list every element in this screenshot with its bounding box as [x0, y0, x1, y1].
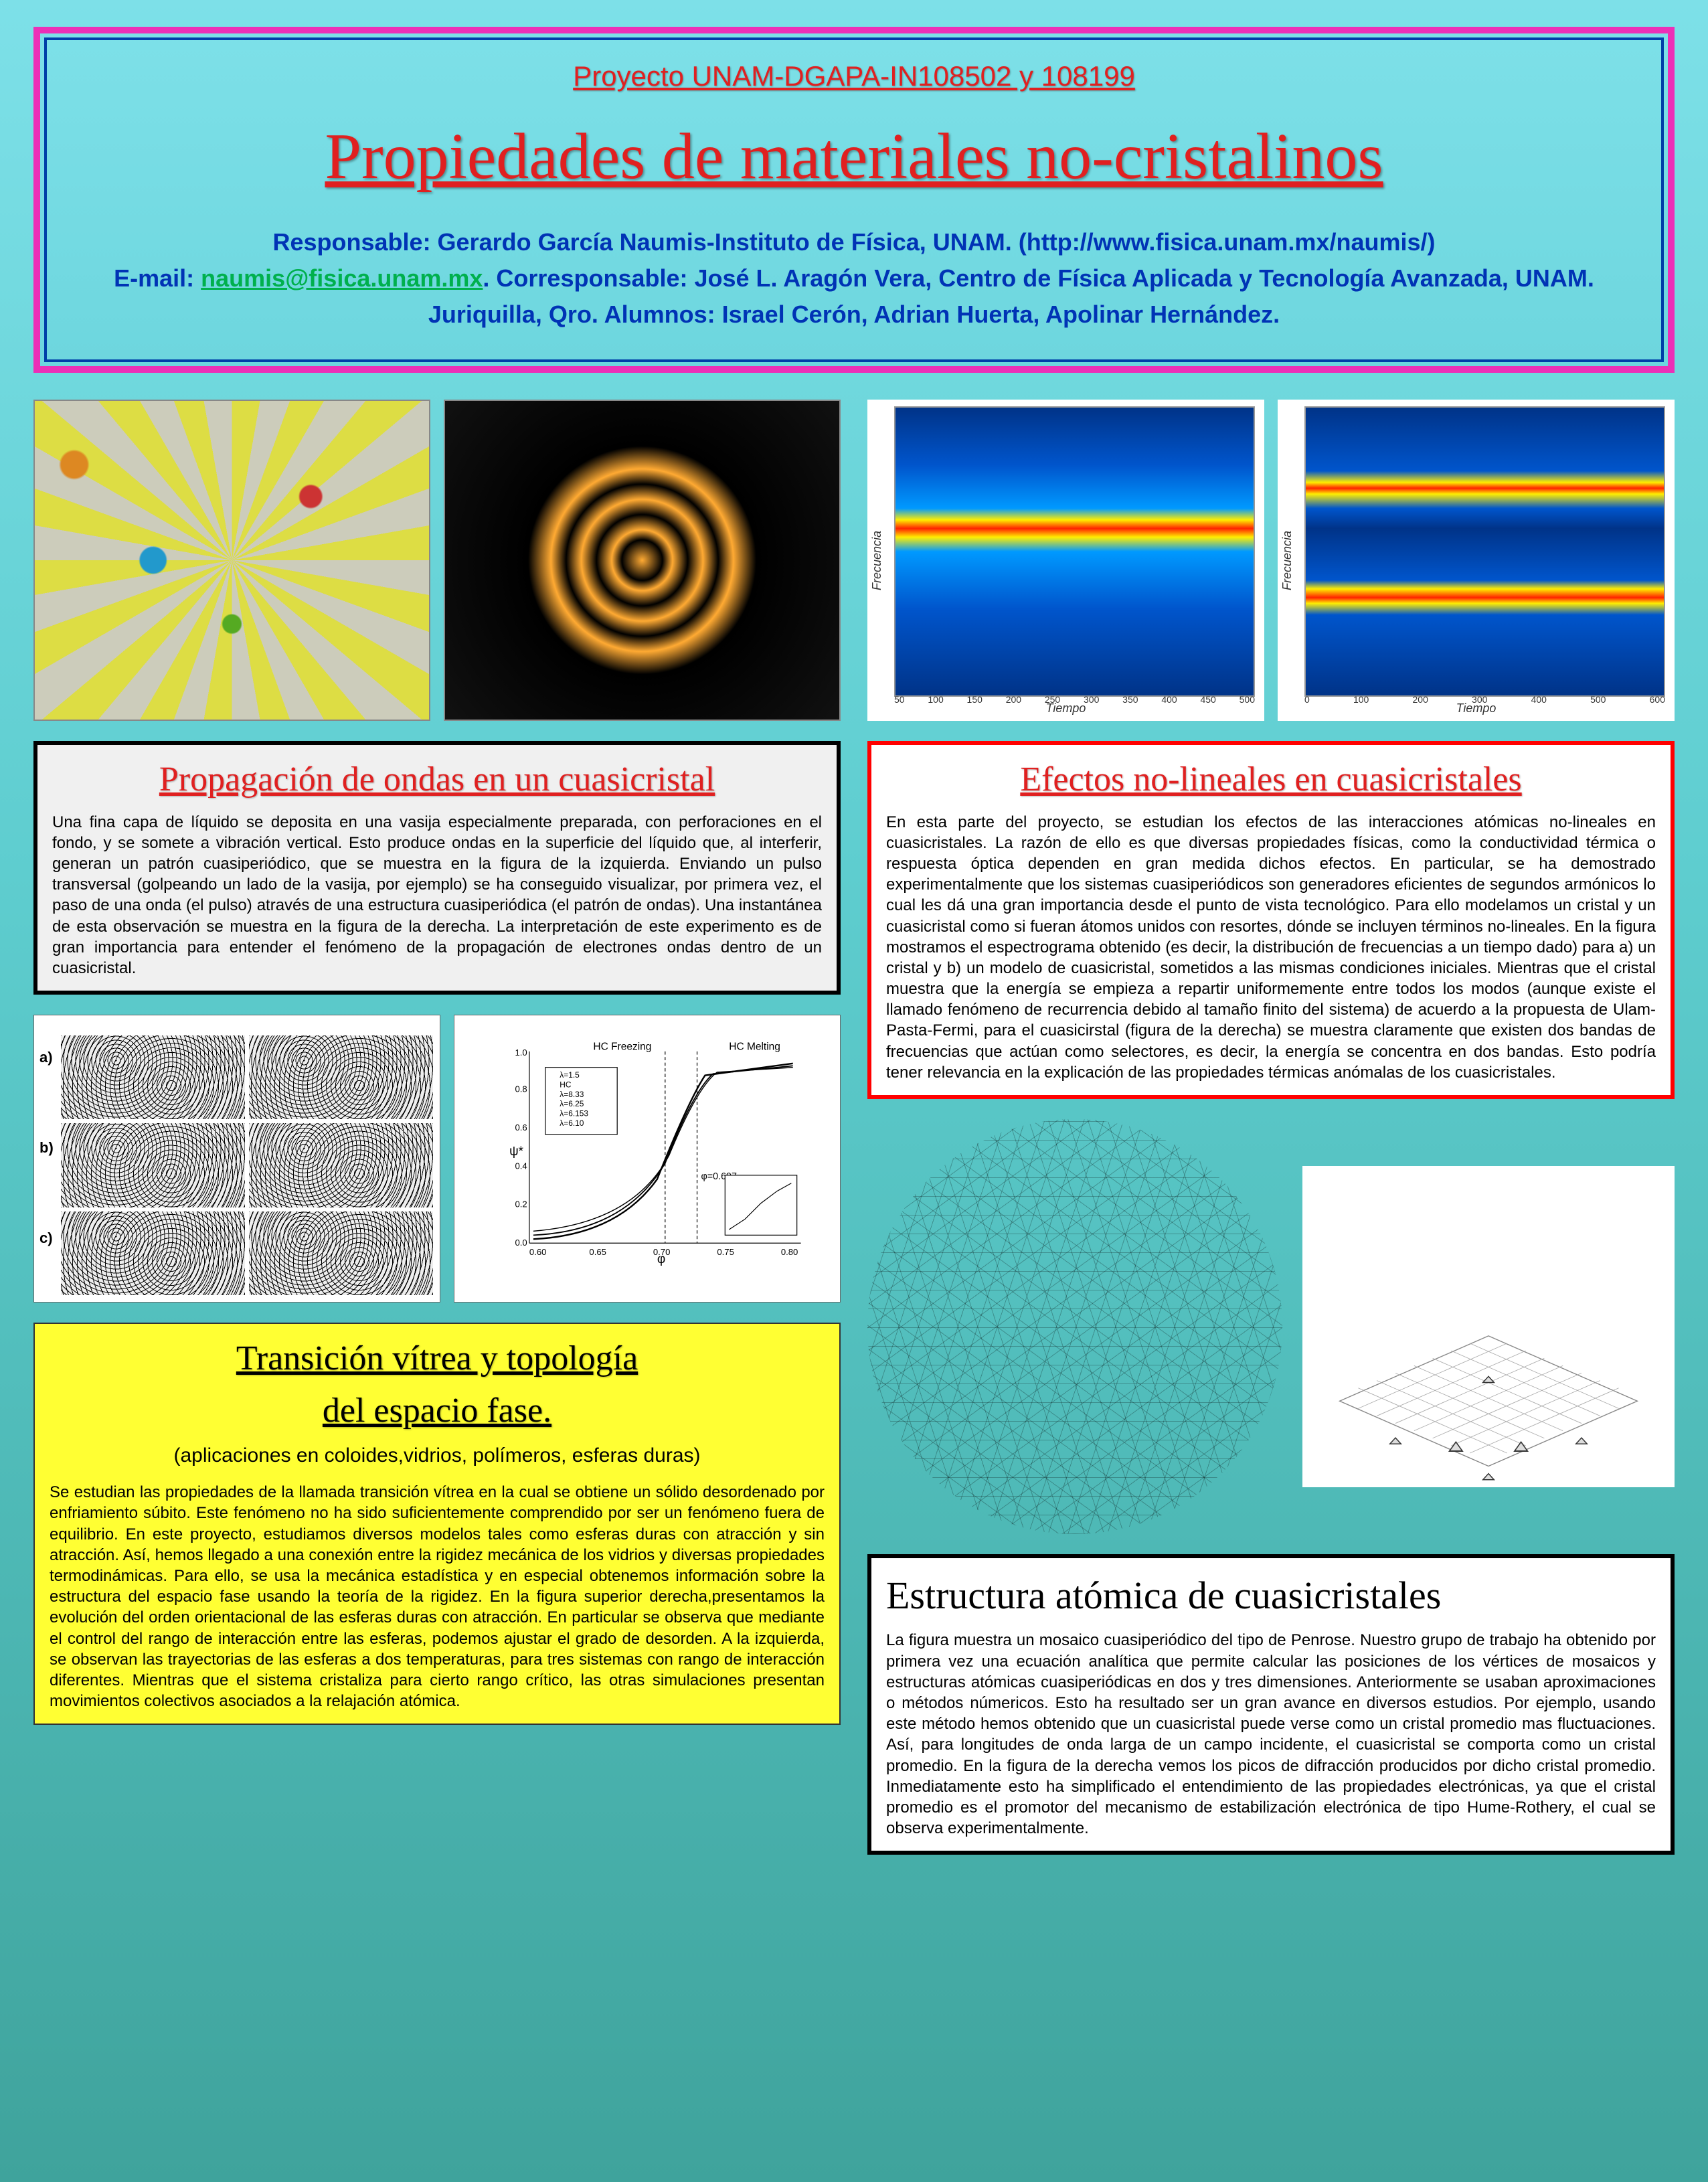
svg-text:0.75: 0.75: [717, 1247, 735, 1257]
svg-text:0.6: 0.6: [515, 1122, 527, 1132]
diffraction-peaks: [1302, 1166, 1675, 1487]
project-id: Proyecto UNAM-DGAPA-IN108502 y 108199: [573, 60, 1135, 92]
header-responsible: Responsable: Gerardo García Naumis-Insti…: [80, 224, 1628, 260]
spectrogram-a: [894, 406, 1255, 697]
panel-c2: [249, 1211, 433, 1295]
estructura-title: Estructura atómica de cuasicristales: [886, 1570, 1656, 1620]
left-column: Propagación de ondas en un cuasicristal …: [33, 400, 841, 1855]
chart-left-label: HC Freezing: [594, 1041, 652, 1053]
email-link[interactable]: naumis@fisica.unam.mx: [201, 264, 483, 292]
svg-text:0.80: 0.80: [781, 1247, 798, 1257]
panel-a2: [249, 1035, 433, 1119]
estructura-body: La figura muestra un mosaico cuasiperiód…: [886, 1630, 1656, 1839]
email-label: E-mail:: [114, 264, 201, 292]
propagacion-box: Propagación de ondas en un cuasicristal …: [33, 741, 841, 995]
chart-ylabel: ψ*: [509, 1145, 524, 1159]
vitrea-subtitle: (aplicaciones en coloides,vidrios, polím…: [50, 1442, 825, 1468]
quasiperiodic-pattern-image: [33, 400, 430, 721]
svg-text:λ=6.25: λ=6.25: [560, 1099, 584, 1108]
panel-b1: [61, 1123, 245, 1207]
vitrea-body: Se estudian las propiedades de la llamad…: [50, 1482, 825, 1711]
svg-text:0.60: 0.60: [529, 1247, 547, 1257]
spectro-a-ylabel: Frecuencia: [870, 400, 884, 721]
penrose-tiling: [867, 1119, 1282, 1534]
svg-text:λ=6.10: λ=6.10: [560, 1118, 584, 1128]
svg-text:0.0: 0.0: [515, 1238, 527, 1248]
svg-text:λ=8.33: λ=8.33: [560, 1090, 584, 1099]
panel-label-b: b): [39, 1139, 54, 1157]
peaks-svg: [1302, 1166, 1675, 1487]
freezing-panels: a) b) c): [33, 1015, 440, 1303]
svg-text:HC: HC: [560, 1080, 572, 1090]
vitrea-title-l2: del espacio fase.: [50, 1388, 825, 1434]
panel-a1: [61, 1035, 245, 1119]
spectro-b-xticks: 0100200300400500600: [1304, 694, 1665, 705]
svg-text:λ=6.153: λ=6.153: [560, 1109, 589, 1118]
svg-text:0.8: 0.8: [515, 1084, 527, 1094]
chart-right-label: HC Melting: [730, 1041, 781, 1053]
panel-c1: [61, 1211, 245, 1295]
header-box: Proyecto UNAM-DGAPA-IN108502 y 108199 Pr…: [33, 27, 1675, 373]
spectro-a-xticks: 50100150200250300350400450500: [894, 694, 1255, 705]
header-rest: . Corresponsable: José L. Aragón Vera, C…: [428, 264, 1594, 328]
nolineales-body: En esta parte del proyecto, se estudian …: [886, 812, 1656, 1083]
propagacion-body: Una fina capa de líquido se deposita en …: [52, 812, 822, 979]
propagacion-images: [33, 400, 841, 721]
vitrea-box: Transición vítrea y topología del espaci…: [33, 1323, 841, 1725]
spectrogram-row: Frecuencia Tiempo 5010015020025030035040…: [867, 400, 1675, 721]
panel-label-a: a): [39, 1049, 53, 1066]
panel-b2: [249, 1123, 433, 1207]
main-title: Propiedades de materiales no-cristalinos: [325, 119, 1383, 194]
propagacion-title: Propagación de ondas en un cuasicristal: [52, 757, 822, 803]
svg-text:0.65: 0.65: [590, 1247, 607, 1257]
spectrogram-a-wrap: Frecuencia Tiempo 5010015020025030035040…: [867, 400, 1264, 721]
panel-label-c: c): [39, 1230, 53, 1247]
estructura-images: [867, 1119, 1675, 1534]
svg-text:0.2: 0.2: [515, 1199, 527, 1209]
svg-text:1.0: 1.0: [515, 1047, 527, 1058]
freezing-chart: HC Freezing HC Melting φ ψ* φ=0.697 0.60…: [454, 1015, 841, 1303]
nolineales-title: Efectos no-lineales en cuasicristales: [886, 757, 1656, 803]
svg-text:0.70: 0.70: [653, 1247, 671, 1257]
wave-interference-image: [444, 400, 841, 721]
nolineales-box: Efectos no-lineales en cuasicristales En…: [867, 741, 1675, 1099]
spectrogram-b-wrap: Frecuencia Tiempo 0100200300400500600: [1278, 400, 1675, 721]
freezing-chart-svg: HC Freezing HC Melting φ ψ* φ=0.697 0.60…: [488, 1035, 827, 1275]
spectrogram-b: [1304, 406, 1665, 697]
svg-text:λ=1.5: λ=1.5: [560, 1070, 580, 1080]
header-contact: E-mail: naumis@fisica.unam.mx. Correspon…: [80, 260, 1628, 333]
main-columns: Propagación de ondas en un cuasicristal …: [33, 400, 1675, 1855]
vitrea-title-l1: Transición vítrea y topología: [50, 1336, 825, 1381]
vitrea-images: a) b) c) HC Freezing HC Melting: [33, 1015, 841, 1303]
estructura-box: Estructura atómica de cuasicristales La …: [867, 1554, 1675, 1855]
svg-text:0.4: 0.4: [515, 1161, 527, 1171]
spectro-b-ylabel: Frecuencia: [1280, 400, 1294, 721]
right-column: Frecuencia Tiempo 5010015020025030035040…: [867, 400, 1675, 1855]
